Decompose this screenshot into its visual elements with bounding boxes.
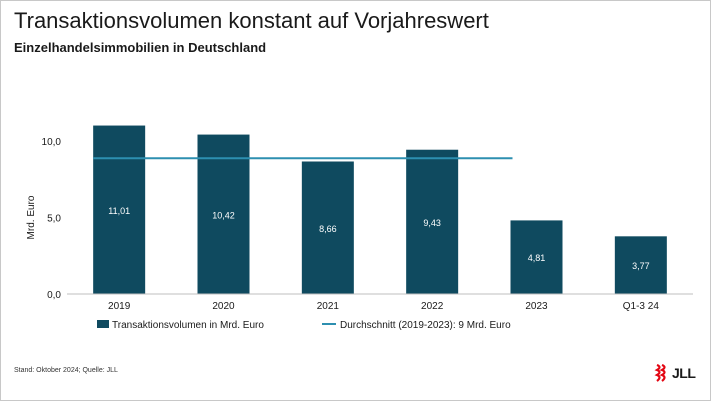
y-tick-label: 10,0 xyxy=(42,137,62,148)
x-tick-label: 2022 xyxy=(421,301,444,312)
y-tick-label: 0,0 xyxy=(47,290,61,301)
legend-label-average: Durchschnitt (2019-2023): 9 Mrd. Euro xyxy=(340,320,511,331)
chart-title: Transaktionsvolumen konstant auf Vorjahr… xyxy=(14,8,489,33)
legend-label-bars: Transaktionsvolumen in Mrd. Euro xyxy=(112,320,264,331)
x-tick-label: 2023 xyxy=(525,301,548,312)
bar xyxy=(301,161,354,294)
bar-value-label: 9,43 xyxy=(423,218,441,228)
bar xyxy=(406,149,459,294)
y-axis-label: Mrd. Euro xyxy=(26,195,37,239)
jll-logo: JLL xyxy=(654,364,696,382)
x-tick-label: 2020 xyxy=(212,301,235,312)
chart-subtitle: Einzelhandelsimmobilien in Deutschland xyxy=(14,40,267,55)
bar-value-label: 10,42 xyxy=(212,210,235,220)
y-tick-label: 5,0 xyxy=(47,214,61,225)
jll-logo-text: JLL xyxy=(672,365,696,381)
bar-value-label: 4,81 xyxy=(528,253,546,263)
bar-value-label: 8,66 xyxy=(319,224,337,234)
jll-logo-icon xyxy=(654,364,666,382)
x-tick-label: 2019 xyxy=(108,301,131,312)
bar xyxy=(614,236,667,294)
x-tick-label: Q1-3 24 xyxy=(623,301,660,312)
x-tick-label: 2021 xyxy=(317,301,340,312)
bar xyxy=(510,220,563,294)
bar-value-label: 3,77 xyxy=(632,261,650,271)
legend-swatch-bars xyxy=(97,320,109,328)
source-note: Stand: Oktober 2024; Quelle: JLL xyxy=(14,367,118,374)
bar xyxy=(197,134,250,294)
bar xyxy=(93,125,146,294)
bar-value-label: 11,01 xyxy=(108,206,130,216)
